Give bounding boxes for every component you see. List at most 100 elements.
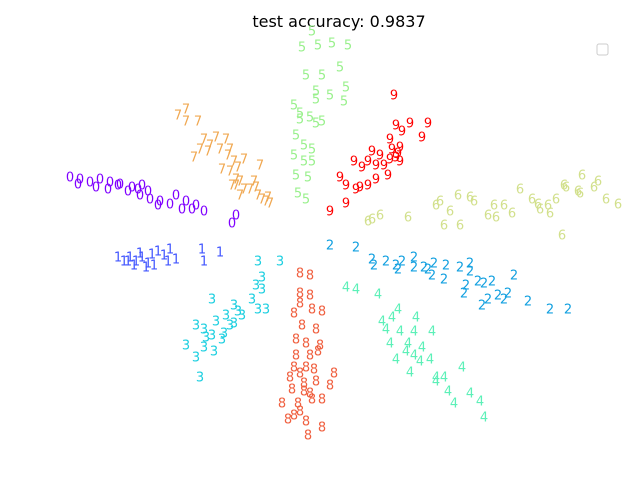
point-label-8: 8 <box>286 371 294 386</box>
point-label-8: 8 <box>288 383 296 398</box>
point-label-9: 9 <box>390 89 398 104</box>
point-label-6: 6 <box>578 169 586 184</box>
point-label-2: 2 <box>504 287 512 302</box>
point-label-7: 7 <box>232 173 240 188</box>
point-label-9: 9 <box>380 159 388 174</box>
point-label-8: 8 <box>308 393 316 408</box>
point-label-6: 6 <box>454 189 462 204</box>
point-label-9: 9 <box>352 183 360 198</box>
point-label-5: 5 <box>314 39 322 54</box>
point-label-2: 2 <box>392 259 400 274</box>
point-label-7: 7 <box>204 145 212 160</box>
point-label-0: 0 <box>146 193 154 208</box>
point-label-8: 8 <box>306 387 314 402</box>
point-label-3: 3 <box>218 333 226 348</box>
point-label-3: 3 <box>208 329 216 344</box>
point-label-8: 8 <box>304 429 312 444</box>
chart-title: test accuracy: 0.9837 <box>252 12 425 31</box>
point-label-0: 0 <box>92 181 100 196</box>
point-label-2: 2 <box>500 293 508 308</box>
point-label-1: 1 <box>160 249 168 264</box>
point-label-8: 8 <box>296 297 304 312</box>
point-label-8: 8 <box>316 339 324 354</box>
point-label-4: 4 <box>410 325 418 340</box>
point-label-4: 4 <box>476 395 484 410</box>
point-label-6: 6 <box>500 199 508 214</box>
point-label-9: 9 <box>386 153 394 168</box>
point-label-2: 2 <box>524 295 532 310</box>
point-label-1: 1 <box>148 248 156 263</box>
point-label-1: 1 <box>142 261 150 276</box>
point-label-8: 8 <box>298 319 306 334</box>
point-label-6: 6 <box>544 199 552 214</box>
point-label-4: 4 <box>402 345 410 360</box>
point-label-4: 4 <box>412 311 420 326</box>
point-label-8: 8 <box>296 367 304 382</box>
point-label-6: 6 <box>368 213 376 228</box>
point-label-7: 7 <box>200 133 208 148</box>
point-label-7: 7 <box>190 151 198 166</box>
point-label-3: 3 <box>212 315 220 330</box>
point-label-2: 2 <box>466 257 474 272</box>
point-label-2: 2 <box>352 241 360 256</box>
point-label-5: 5 <box>292 129 300 144</box>
point-label-5: 5 <box>328 37 336 52</box>
point-label-1: 1 <box>172 253 180 268</box>
point-label-6: 6 <box>558 229 566 244</box>
point-label-8: 8 <box>296 405 304 420</box>
point-label-2: 2 <box>430 257 438 272</box>
point-label-4: 4 <box>382 323 390 338</box>
point-label-0: 0 <box>76 173 84 188</box>
point-label-2: 2 <box>440 273 448 288</box>
point-label-6: 6 <box>602 193 610 208</box>
point-label-8: 8 <box>294 397 302 412</box>
point-label-6: 6 <box>594 175 602 190</box>
point-label-5: 5 <box>312 85 320 100</box>
point-label-6: 6 <box>364 215 372 230</box>
point-label-9: 9 <box>386 133 394 148</box>
point-label-8: 8 <box>312 375 320 390</box>
point-label-7: 7 <box>240 153 248 168</box>
point-label-2: 2 <box>484 293 492 308</box>
point-label-6: 6 <box>490 199 498 214</box>
point-label-4: 4 <box>466 387 474 402</box>
point-label-8: 8 <box>326 379 334 394</box>
point-label-1: 1 <box>164 255 172 270</box>
point-label-6: 6 <box>552 193 560 208</box>
point-label-3: 3 <box>202 331 210 346</box>
point-label-2: 2 <box>564 303 572 318</box>
point-label-5: 5 <box>290 149 298 164</box>
point-label-8: 8 <box>302 415 310 430</box>
point-label-9: 9 <box>398 125 406 140</box>
point-label-8: 8 <box>296 287 304 302</box>
point-label-4: 4 <box>352 283 360 298</box>
point-label-3: 3 <box>196 371 204 386</box>
point-label-7: 7 <box>222 133 230 148</box>
point-label-7: 7 <box>250 175 258 190</box>
point-label-2: 2 <box>382 255 390 270</box>
point-label-3: 3 <box>258 271 266 286</box>
point-label-6: 6 <box>574 185 582 200</box>
point-label-0: 0 <box>74 178 82 193</box>
point-label-9: 9 <box>342 179 350 194</box>
point-label-1: 1 <box>138 251 146 266</box>
point-label-7: 7 <box>212 131 220 146</box>
point-label-0: 0 <box>116 178 124 193</box>
point-label-4: 4 <box>426 353 434 368</box>
point-label-7: 7 <box>226 165 234 180</box>
point-label-5: 5 <box>302 193 310 208</box>
point-label-7: 7 <box>262 195 270 210</box>
point-label-4: 4 <box>416 355 424 370</box>
point-label-4: 4 <box>410 349 418 364</box>
point-label-2: 2 <box>460 287 468 302</box>
point-label-6: 6 <box>484 209 492 224</box>
point-label-1: 1 <box>126 251 134 266</box>
point-label-9: 9 <box>418 131 426 146</box>
point-label-5: 5 <box>326 89 334 104</box>
point-label-8: 8 <box>302 361 310 376</box>
point-label-4: 4 <box>450 397 458 412</box>
point-label-3: 3 <box>252 279 260 294</box>
point-label-3: 3 <box>210 345 218 360</box>
point-label-5: 5 <box>296 113 304 128</box>
point-label-9: 9 <box>392 119 400 134</box>
